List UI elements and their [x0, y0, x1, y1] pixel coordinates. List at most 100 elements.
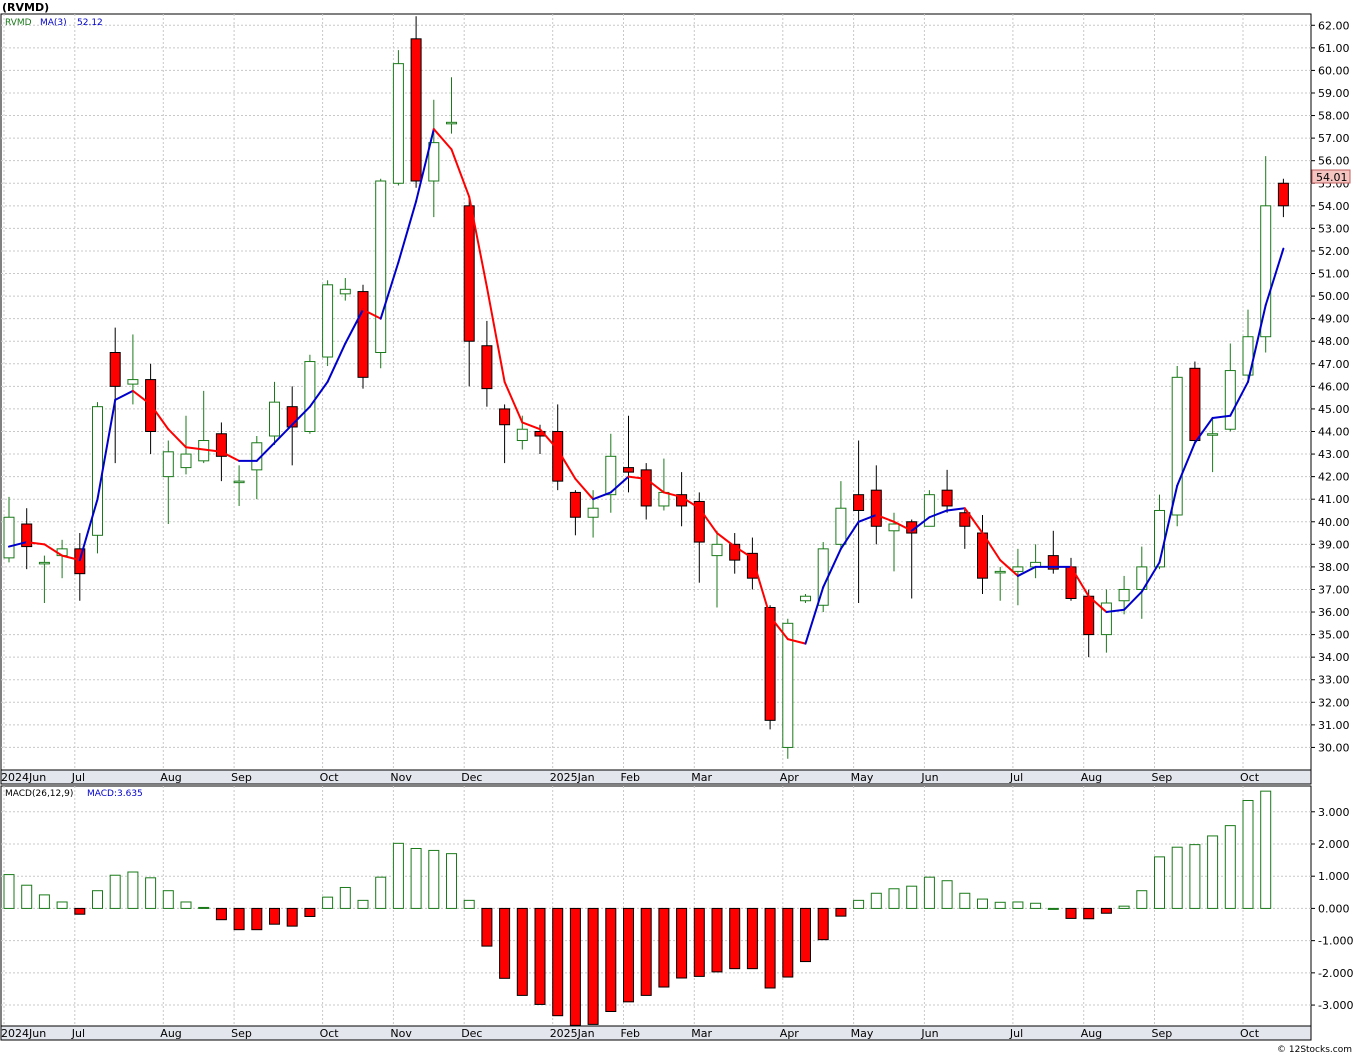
ma-segment — [202, 448, 223, 453]
ma-segment — [468, 195, 488, 289]
ma-segment — [185, 446, 205, 451]
macd-bar-positive — [1118, 905, 1130, 909]
macd-bar-negative — [817, 907, 829, 941]
macd-tick-label: -2.000 — [1318, 967, 1353, 980]
macd-bar-negative — [693, 907, 705, 977]
macd-date-label: Jun — [920, 1027, 938, 1040]
ma-segment — [521, 421, 541, 431]
price-tick-label: 32.00 — [1318, 696, 1350, 709]
macd-bar-negative — [481, 907, 493, 947]
price-tick-label: 31.00 — [1318, 719, 1350, 732]
ma-segment — [1140, 561, 1161, 593]
macd-bar-negative — [782, 907, 794, 978]
candle-body-up — [800, 595, 811, 602]
macd-bar-negative — [658, 907, 670, 988]
ma-segment — [167, 428, 187, 449]
ma-segment — [1105, 608, 1126, 614]
candle-body-down — [853, 494, 865, 511]
price-date-label: Aug — [1081, 771, 1102, 784]
ma-segment — [574, 477, 595, 501]
macd-bar-positive — [92, 890, 103, 909]
ma-segment — [822, 547, 842, 589]
macd-bar-negative — [269, 907, 280, 925]
ma-segment — [981, 532, 1002, 562]
macd-bar-positive — [1224, 825, 1236, 909]
macd-bar-positive — [198, 906, 210, 909]
macd-bar-negative — [251, 907, 263, 931]
macd-tick-label: -3.000 — [1318, 999, 1353, 1012]
macd-date-label: Mar — [691, 1027, 712, 1040]
macd-bar-positive — [463, 899, 475, 909]
macd-date-label: Aug — [160, 1027, 181, 1040]
candle-body-up — [339, 288, 351, 295]
macd-bar-negative — [286, 907, 298, 927]
candle-body-down — [463, 205, 475, 342]
macd-bar-positive — [977, 898, 988, 909]
macd-x-axis: 2024Jun Jul Aug Sep Oct Nov Dec 2025Jan Feb Mar Ap… — [1, 1027, 1260, 1040]
candle-body-up — [994, 570, 1006, 574]
macd-tick-label: 1.000 — [1318, 870, 1350, 883]
price-tick-label: 59.00 — [1318, 87, 1350, 100]
macd-date-label: Sep — [1152, 1027, 1173, 1040]
macd-bar-negative — [233, 907, 245, 931]
macd-bar-positive — [994, 901, 1006, 909]
price-tick-label: 36.00 — [1318, 606, 1350, 619]
candle-body-up — [782, 622, 794, 748]
ma-segment — [96, 398, 117, 501]
candle-body-down — [870, 489, 882, 527]
macd-bar-positive — [3, 874, 15, 909]
candle-body-down — [109, 352, 121, 387]
macd-bar-positive — [339, 886, 351, 909]
macd-bar-positive — [941, 880, 953, 909]
price-tick-label: 60.00 — [1318, 64, 1350, 77]
price-tick-label: 58.00 — [1318, 110, 1350, 123]
macd-bar-positive — [1030, 902, 1042, 909]
candle-body-up — [1260, 205, 1272, 338]
macd-bar-negative — [764, 907, 776, 989]
ma-segment — [1176, 441, 1196, 487]
ma-segment — [1229, 380, 1249, 417]
candle-body-down — [499, 408, 511, 426]
ma-segment — [751, 556, 772, 618]
price-tick-label: 38.00 — [1318, 561, 1350, 574]
price-tick-label: 35.00 — [1318, 629, 1350, 642]
macd-bar-negative — [1100, 907, 1112, 914]
price-candles — [3, 16, 1289, 759]
macd-date-label: Apr — [780, 1027, 800, 1040]
price-date-label: Jun — [920, 771, 938, 784]
ma-segment — [362, 308, 382, 320]
macd-bar-positive — [1136, 890, 1148, 909]
macd-bar-negative — [499, 907, 511, 979]
ma-segment — [450, 148, 471, 198]
ma-segment — [946, 507, 966, 512]
price-tick-label: 53.00 — [1318, 222, 1350, 235]
price-x-axis: 2024Jun Jul Aug Sep Oct Nov Dec 2025Jan Feb Mar Ap… — [1, 771, 1260, 784]
candle-body-up — [1171, 376, 1183, 516]
macd-bar-positive — [127, 871, 139, 909]
candle-body-up — [1118, 588, 1130, 602]
ma-segment — [220, 450, 241, 462]
macd-bar-positive — [446, 853, 457, 909]
candle-body-up — [587, 507, 599, 518]
ma-segment — [379, 261, 400, 320]
candle-body-up — [923, 494, 935, 527]
macd-bar-positive — [56, 901, 68, 909]
price-tick-label: 49.00 — [1318, 313, 1350, 326]
macd-bars — [3, 790, 1272, 1026]
candle-body-up — [3, 516, 15, 559]
candle-body-up — [269, 401, 280, 437]
macd-bar-negative — [746, 907, 758, 970]
ma-segment — [8, 541, 28, 548]
ma-segment — [61, 554, 81, 562]
ma-segment — [839, 520, 860, 550]
ma-segment — [893, 520, 913, 532]
macd-bar-positive — [38, 894, 50, 909]
price-tick-label: 40.00 — [1318, 516, 1350, 529]
ma-segment — [149, 403, 170, 431]
ma-segment — [1211, 414, 1232, 419]
price-tick-label: 39.00 — [1318, 538, 1350, 551]
price-date-label: May — [851, 771, 874, 784]
price-date-label: Jul — [1009, 771, 1023, 784]
macd-bar-negative — [1083, 907, 1095, 920]
macd-bar-negative — [569, 907, 581, 1026]
